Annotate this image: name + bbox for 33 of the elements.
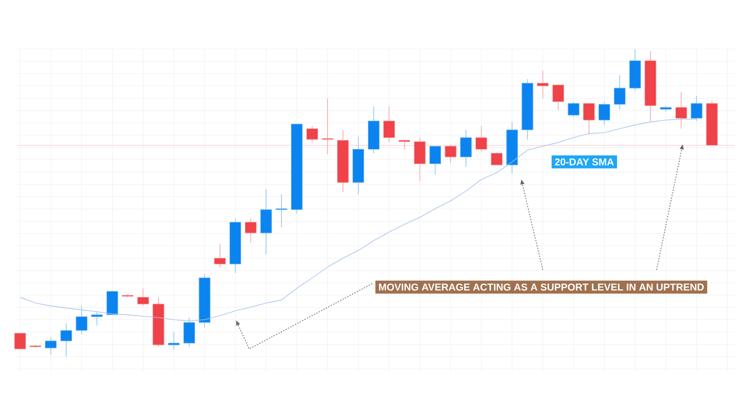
candlestick [260,188,272,255]
candlestick [322,98,334,155]
annotation: 20-DAY SMA [554,158,614,166]
candlestick [429,146,441,175]
candlestick [476,126,488,152]
candlestick [614,74,626,110]
candlestick [137,288,149,306]
candlestick [460,130,472,168]
candlestick [490,152,502,166]
candlestick [106,290,118,316]
candlestick [168,332,180,350]
annotation: MOVING AVERAGE ACTING AS A SUPPORT LEVEL IN AN UPTREND [379,284,704,291]
candlestick [598,101,610,126]
candlestick [45,336,57,356]
candlestick [183,317,195,348]
candlestick [383,106,395,143]
candlestick [306,126,318,143]
candlestick [76,305,88,335]
candlestick [214,243,226,268]
candlestick [552,84,564,111]
candlestick [244,218,256,244]
candlestick [444,144,456,164]
candlestick [414,137,426,182]
candlestick [690,95,702,122]
candlestick [276,194,288,228]
candlestick [583,103,595,135]
candlestick [60,322,72,358]
candlestick [675,91,687,130]
candlestick [91,311,103,326]
candlestick [568,101,580,118]
candlestick [14,332,26,350]
candlestick [537,70,549,99]
candlestick [398,140,410,150]
